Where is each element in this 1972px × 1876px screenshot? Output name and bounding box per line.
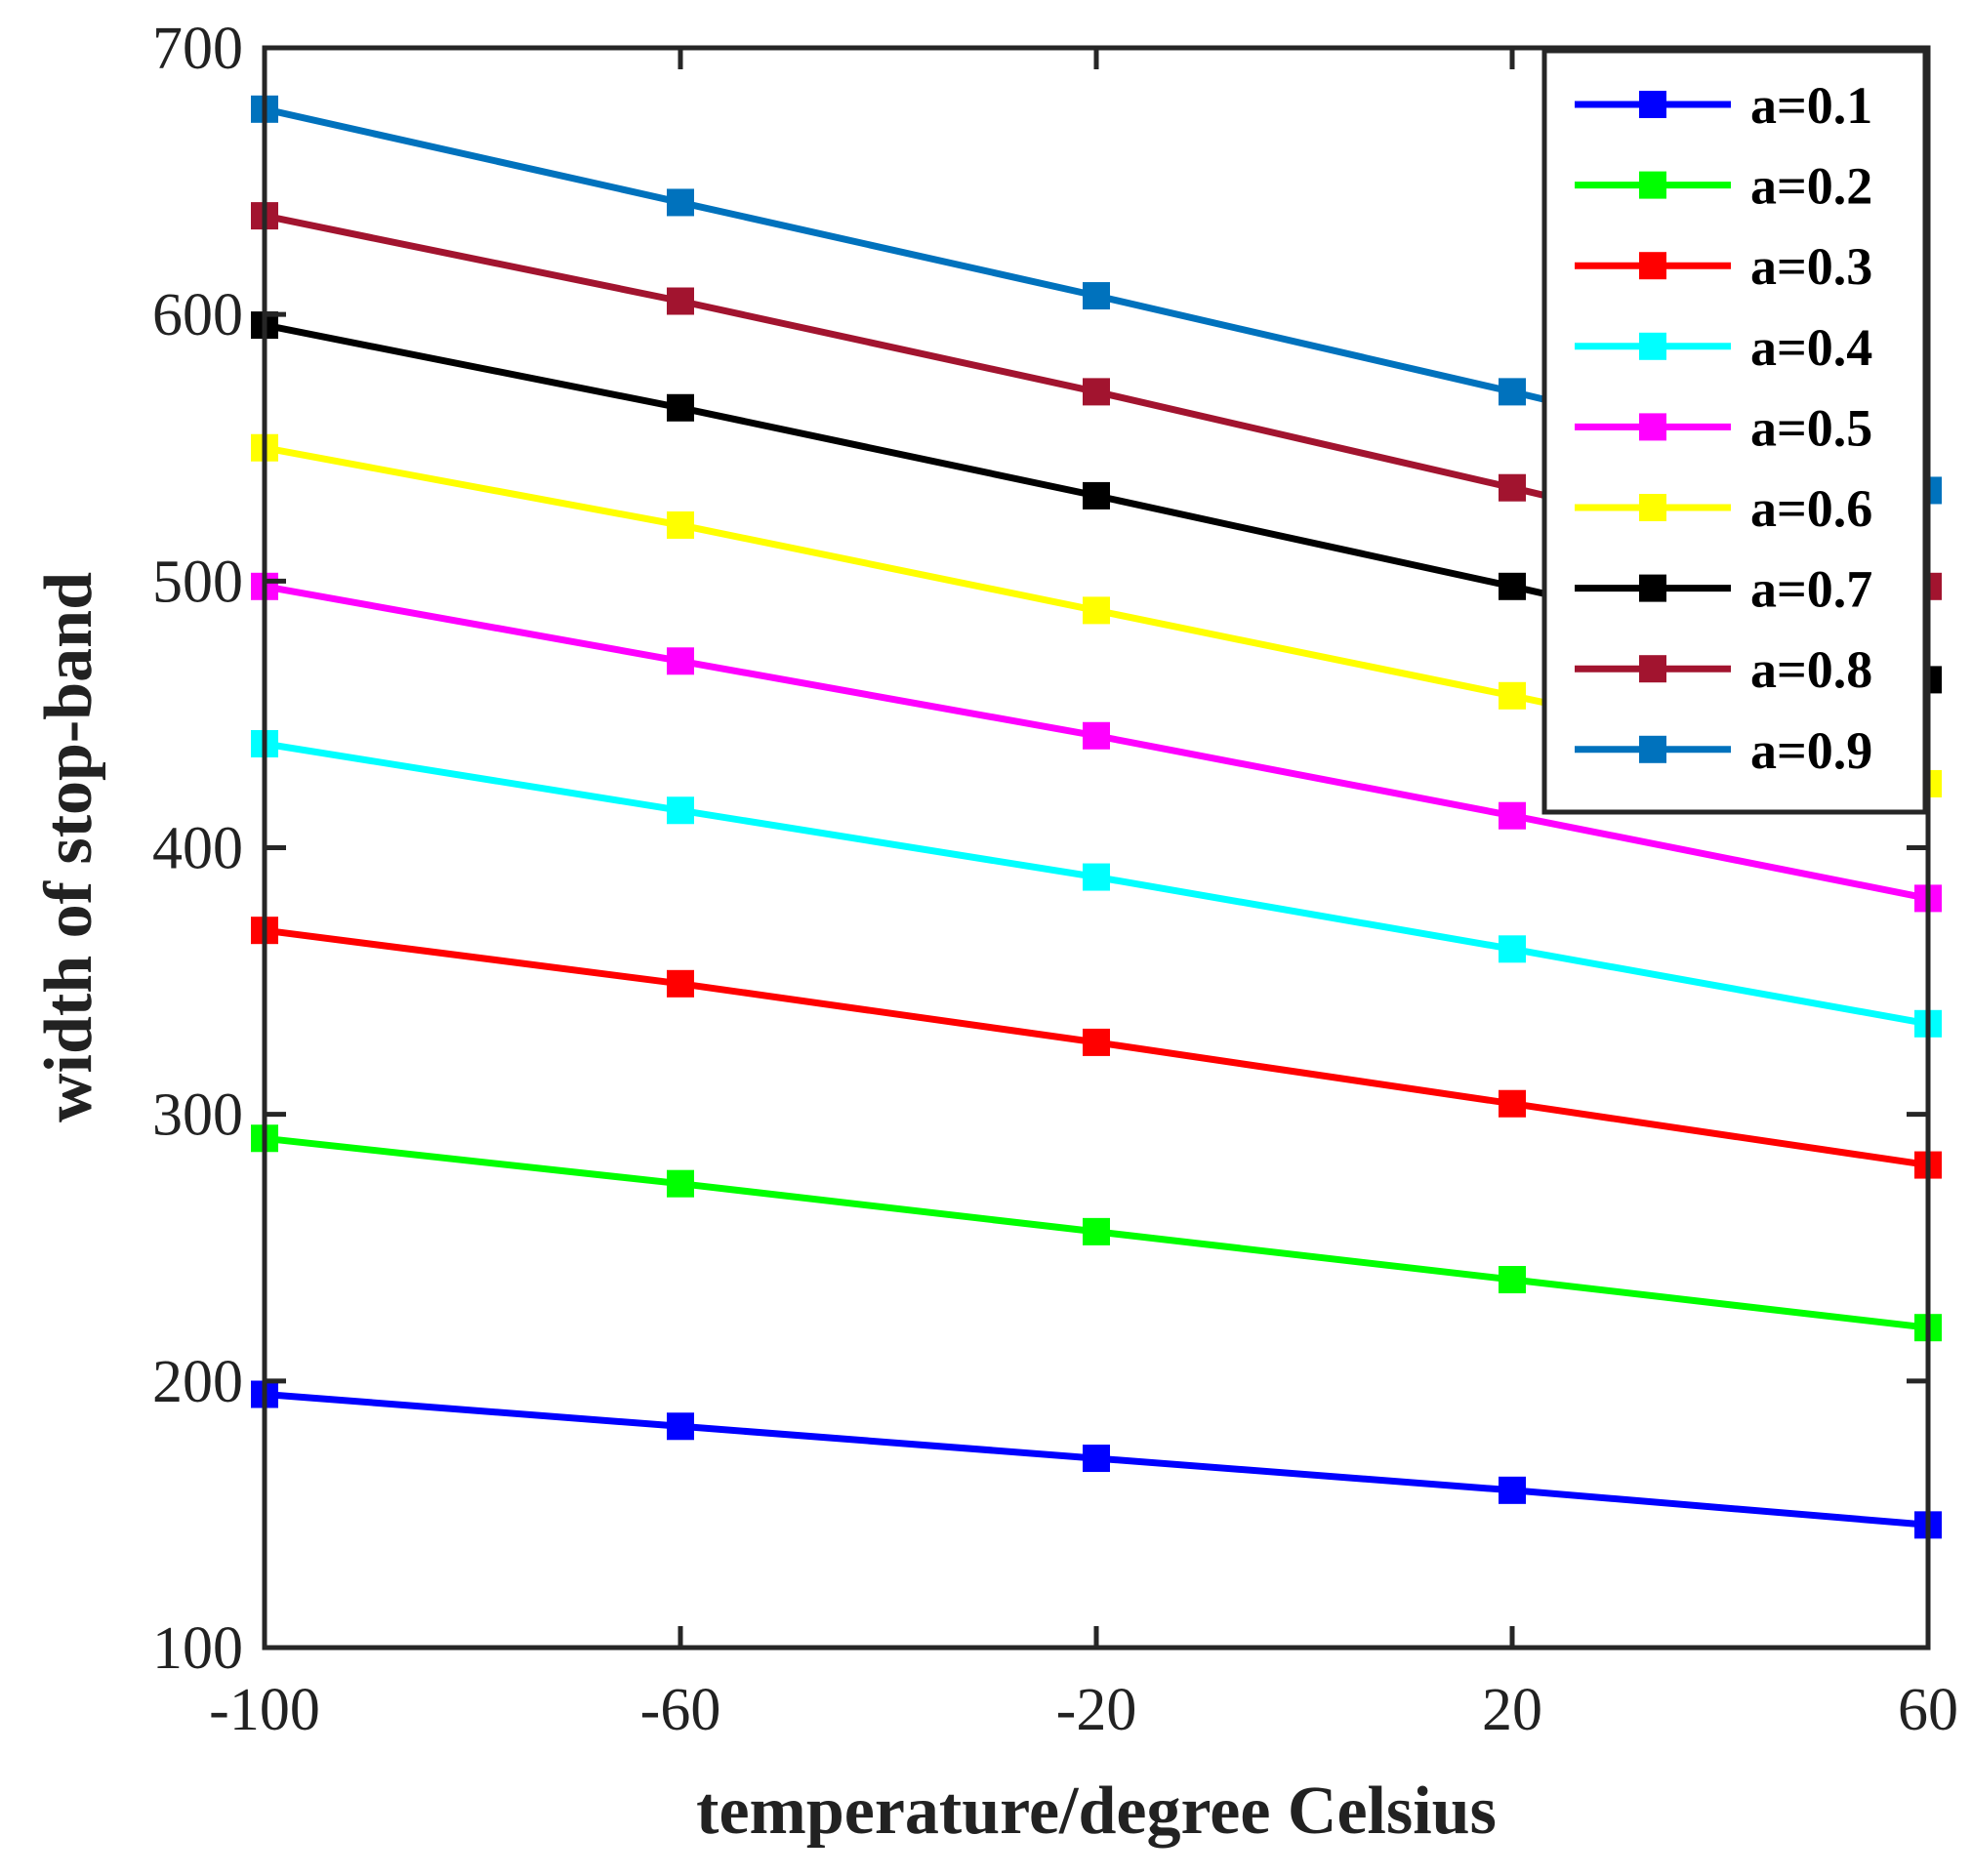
data-point: [667, 969, 694, 998]
legend-marker: [1639, 655, 1666, 683]
y-tick-label: 200: [152, 1349, 243, 1415]
data-point: [1083, 378, 1110, 406]
data-point: [667, 1169, 694, 1198]
series-a=0.2: [251, 1124, 1942, 1342]
legend-entry: a=0.5: [1575, 398, 1872, 457]
legend-marker: [1639, 91, 1666, 118]
legend-entry: a=0.6: [1575, 479, 1872, 538]
legend-label: a=0.9: [1750, 721, 1872, 780]
data-point: [667, 1412, 694, 1441]
x-tick-label: 60: [1898, 1677, 1958, 1743]
data-point: [1083, 282, 1110, 310]
legend-label: a=0.1: [1750, 76, 1872, 135]
legend-marker: [1639, 735, 1666, 763]
data-point: [1499, 1266, 1526, 1294]
data-point: [1499, 572, 1526, 600]
legend-label: a=0.2: [1750, 157, 1872, 216]
data-point: [667, 647, 694, 675]
series-a=0.1: [251, 1380, 1942, 1539]
legend-label: a=0.7: [1750, 560, 1872, 619]
data-point: [1083, 721, 1110, 750]
legend: a=0.1 a=0.2 a=0.3 a=0.4 a=0.5 a=0.6 a=0.7 a=0.8…: [1541, 48, 1928, 815]
data-point: [667, 287, 694, 315]
legend-marker: [1639, 574, 1666, 602]
y-tick-label: 300: [152, 1082, 243, 1149]
data-point: [1083, 596, 1110, 625]
series-a=0.3: [251, 917, 1942, 1179]
legend-entry: a=0.7: [1575, 560, 1872, 619]
data-point: [1499, 801, 1526, 830]
legend-marker: [1639, 171, 1666, 199]
legend-box: [1541, 48, 1928, 815]
legend-entry: a=0.3: [1575, 237, 1872, 296]
legend-marker: [1639, 413, 1666, 441]
legend-marker: [1639, 494, 1666, 521]
data-point: [1499, 378, 1526, 406]
x-tick-label: -20: [1056, 1677, 1137, 1743]
data-point: [1083, 1445, 1110, 1473]
legend-label: a=0.5: [1750, 398, 1872, 457]
legend-label: a=0.4: [1750, 318, 1872, 377]
data-point: [667, 510, 694, 539]
data-point: [1083, 481, 1110, 510]
y-axis-title: width of stop-band: [31, 572, 106, 1122]
x-tick-label: -100: [209, 1677, 320, 1743]
data-point: [1499, 473, 1526, 502]
data-point: [1499, 1089, 1526, 1118]
data-point: [1083, 1217, 1110, 1245]
y-tick-label: 500: [152, 549, 243, 615]
legend-label: a=0.3: [1750, 237, 1872, 296]
data-point: [1083, 863, 1110, 891]
series-layer: [251, 95, 1942, 1539]
legend-label: a=0.6: [1750, 479, 1872, 538]
legend-marker: [1639, 252, 1666, 280]
series-a=0.5: [251, 572, 1942, 913]
x-tick-label: -60: [640, 1677, 721, 1743]
legend-entry: a=0.9: [1575, 721, 1872, 780]
legend-label: a=0.8: [1750, 640, 1872, 699]
x-axis-title: temperature/degree Celsius: [696, 1774, 1497, 1849]
data-point: [1083, 1028, 1110, 1056]
legend-entry: a=0.1: [1575, 76, 1872, 135]
legend-marker: [1639, 332, 1666, 360]
legend-entry: a=0.8: [1575, 640, 1872, 699]
data-point: [1499, 935, 1526, 963]
legend-entry: a=0.2: [1575, 157, 1872, 216]
y-tick-label: 700: [152, 16, 243, 82]
axis-ticks: -100 -60 -20 20 60 100 200 300 400 500 600 700: [152, 16, 1958, 1743]
data-point: [667, 393, 694, 422]
data-point: [667, 188, 694, 217]
y-tick-label: 600: [152, 282, 243, 348]
data-point: [1499, 681, 1526, 710]
data-point: [667, 796, 694, 825]
data-point: [1499, 1476, 1526, 1504]
y-tick-label: 400: [152, 816, 243, 882]
x-tick-label: 20: [1482, 1677, 1542, 1743]
legend-entry: a=0.4: [1575, 318, 1872, 377]
y-tick-label: 100: [152, 1615, 243, 1682]
